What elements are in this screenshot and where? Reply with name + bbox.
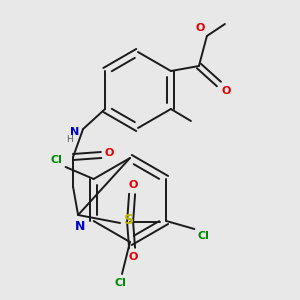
Text: O: O [128, 252, 138, 262]
Text: O: O [222, 86, 231, 96]
Text: Cl: Cl [51, 155, 63, 165]
Text: H: H [66, 135, 73, 144]
Text: N: N [70, 127, 79, 137]
Text: O: O [104, 148, 113, 158]
Text: N: N [75, 220, 85, 233]
Text: Cl: Cl [197, 231, 209, 241]
Text: O: O [196, 23, 205, 33]
Text: S: S [124, 213, 134, 227]
Text: O: O [128, 180, 138, 190]
Text: Cl: Cl [114, 278, 126, 288]
